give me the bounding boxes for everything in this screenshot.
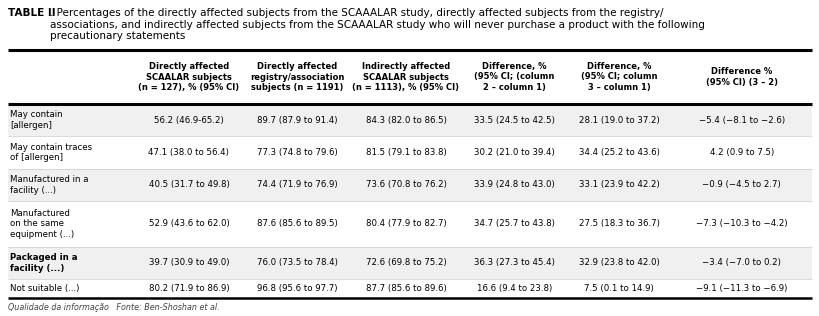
Text: . Percentages of the directly affected subjects from the SCAAALAR study, directl: . Percentages of the directly affected s… bbox=[50, 8, 704, 41]
Text: Difference, %
(95% CI; (column
2 – column 1): Difference, % (95% CI; (column 2 – colum… bbox=[473, 62, 554, 92]
Text: Indirectly affected
SCAALAR subjects
(n = 1113), % (95% CI): Indirectly affected SCAALAR subjects (n … bbox=[352, 62, 459, 92]
Text: Not suitable (...): Not suitable (...) bbox=[10, 284, 79, 293]
Text: Manufactured
on the same
equipment (...): Manufactured on the same equipment (...) bbox=[10, 209, 74, 239]
Text: Directly affected
SCAALAR subjects
(n = 127), % (95% CI): Directly affected SCAALAR subjects (n = … bbox=[138, 62, 239, 92]
Text: −9.1 (−11.3 to −6.9): −9.1 (−11.3 to −6.9) bbox=[695, 284, 786, 293]
Text: 34.4 (25.2 to 43.6): 34.4 (25.2 to 43.6) bbox=[578, 148, 658, 157]
Text: 36.3 (27.3 to 45.4): 36.3 (27.3 to 45.4) bbox=[473, 258, 554, 267]
Bar bbox=[8, 201, 811, 247]
Text: 7.5 (0.1 to 14.9): 7.5 (0.1 to 14.9) bbox=[583, 284, 653, 293]
Text: 96.8 (95.6 to 97.7): 96.8 (95.6 to 97.7) bbox=[257, 284, 337, 293]
Text: Directly affected
registry/association
subjects (n = 1191): Directly affected registry/association s… bbox=[250, 62, 344, 92]
Text: 72.6 (69.8 to 75.2): 72.6 (69.8 to 75.2) bbox=[365, 258, 446, 267]
Text: 87.7 (85.6 to 89.6): 87.7 (85.6 to 89.6) bbox=[365, 284, 446, 293]
Text: May contain
[allergen]: May contain [allergen] bbox=[10, 110, 62, 130]
Text: 80.2 (71.9 to 86.9): 80.2 (71.9 to 86.9) bbox=[148, 284, 229, 293]
Text: 40.5 (31.7 to 49.8): 40.5 (31.7 to 49.8) bbox=[148, 180, 229, 189]
Text: −5.4 (−8.1 to −2.6): −5.4 (−8.1 to −2.6) bbox=[698, 116, 784, 125]
Text: TABLE II: TABLE II bbox=[8, 8, 56, 18]
Text: 87.6 (85.6 to 89.5): 87.6 (85.6 to 89.5) bbox=[256, 219, 337, 228]
Bar bbox=[8, 169, 811, 201]
Text: 33.5 (24.5 to 42.5): 33.5 (24.5 to 42.5) bbox=[473, 116, 554, 125]
Text: 52.9 (43.6 to 62.0): 52.9 (43.6 to 62.0) bbox=[148, 219, 229, 228]
Text: 81.5 (79.1 to 83.8): 81.5 (79.1 to 83.8) bbox=[365, 148, 446, 157]
Bar bbox=[8, 279, 811, 298]
Text: 80.4 (77.9 to 82.7): 80.4 (77.9 to 82.7) bbox=[365, 219, 446, 228]
Text: 39.7 (30.9 to 49.0): 39.7 (30.9 to 49.0) bbox=[148, 258, 229, 267]
Text: 74.4 (71.9 to 76.9): 74.4 (71.9 to 76.9) bbox=[257, 180, 337, 189]
Text: 16.6 (9.4 to 23.8): 16.6 (9.4 to 23.8) bbox=[477, 284, 551, 293]
Text: Qualidade da informação   Fonte: Ben-Shoshan et al.: Qualidade da informação Fonte: Ben-Shosh… bbox=[8, 303, 219, 312]
Text: 84.3 (82.0 to 86.5): 84.3 (82.0 to 86.5) bbox=[365, 116, 446, 125]
Text: 77.3 (74.8 to 79.6): 77.3 (74.8 to 79.6) bbox=[256, 148, 337, 157]
Text: 34.7 (25.7 to 43.8): 34.7 (25.7 to 43.8) bbox=[473, 219, 554, 228]
Text: Difference, %
(95% CI; column
3 – column 1): Difference, % (95% CI; column 3 – column… bbox=[580, 62, 657, 92]
Text: 33.9 (24.8 to 43.0): 33.9 (24.8 to 43.0) bbox=[473, 180, 554, 189]
Text: 56.2 (46.9-65.2): 56.2 (46.9-65.2) bbox=[154, 116, 224, 125]
Text: May contain traces
of [allergen]: May contain traces of [allergen] bbox=[10, 143, 92, 162]
Text: 33.1 (23.9 to 42.2): 33.1 (23.9 to 42.2) bbox=[578, 180, 658, 189]
Text: 73.6 (70.8 to 76.2): 73.6 (70.8 to 76.2) bbox=[365, 180, 446, 189]
Text: Difference %
(95% CI) (3 – 2): Difference % (95% CI) (3 – 2) bbox=[705, 67, 776, 87]
Text: −7.3 (−10.3 to −4.2): −7.3 (−10.3 to −4.2) bbox=[695, 219, 786, 228]
Text: Packaged in a
facility (...): Packaged in a facility (...) bbox=[10, 253, 78, 273]
Text: 27.5 (18.3 to 36.7): 27.5 (18.3 to 36.7) bbox=[578, 219, 658, 228]
Text: −0.9 (−4.5 to 2.7): −0.9 (−4.5 to 2.7) bbox=[701, 180, 780, 189]
Text: −3.4 (−7.0 to 0.2): −3.4 (−7.0 to 0.2) bbox=[701, 258, 781, 267]
Text: 76.0 (73.5 to 78.4): 76.0 (73.5 to 78.4) bbox=[256, 258, 337, 267]
Text: 4.2 (0.9 to 7.5): 4.2 (0.9 to 7.5) bbox=[708, 148, 773, 157]
Text: Manufactured in a
facility (...): Manufactured in a facility (...) bbox=[10, 175, 88, 195]
Bar bbox=[8, 136, 811, 169]
Bar bbox=[8, 247, 811, 279]
Text: 89.7 (87.9 to 91.4): 89.7 (87.9 to 91.4) bbox=[257, 116, 337, 125]
Bar bbox=[8, 104, 811, 136]
Text: 30.2 (21.0 to 39.4): 30.2 (21.0 to 39.4) bbox=[473, 148, 554, 157]
Text: 47.1 (38.0 to 56.4): 47.1 (38.0 to 56.4) bbox=[148, 148, 229, 157]
Text: 32.9 (23.8 to 42.0): 32.9 (23.8 to 42.0) bbox=[578, 258, 658, 267]
Text: 28.1 (19.0 to 37.2): 28.1 (19.0 to 37.2) bbox=[578, 116, 658, 125]
